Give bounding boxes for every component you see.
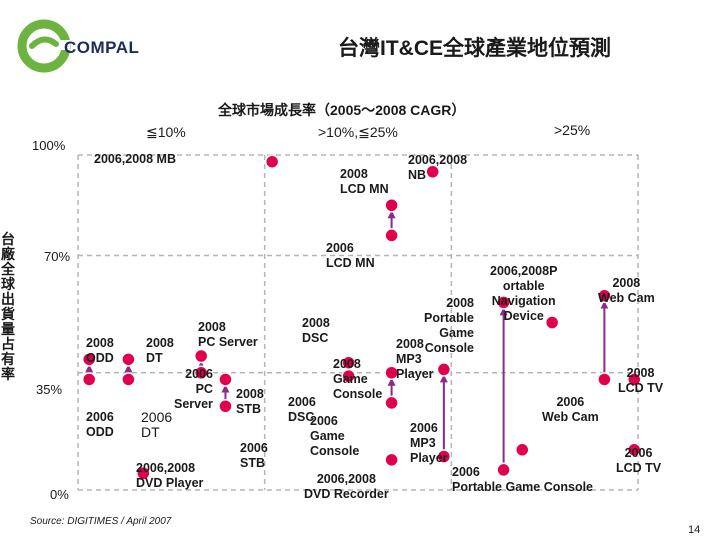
label-game-console-2006: 2006 Game Console bbox=[310, 414, 360, 458]
point-pgc2008 bbox=[496, 295, 511, 310]
label-web-cam-2008: 2008 Web Cam bbox=[598, 276, 655, 305]
label-web-cam-2006: 2006 Web Cam bbox=[542, 395, 599, 424]
y-tick-70: 70% bbox=[44, 249, 71, 264]
point-gc2008 bbox=[384, 365, 399, 380]
label-mp3-2006: 2006 MP3 Player bbox=[410, 421, 448, 465]
column-header-low: ≦10% bbox=[146, 124, 186, 140]
point-odd2006 bbox=[81, 372, 97, 387]
point-webcam2006 bbox=[597, 372, 612, 387]
label-stb-2008: 2008 STB bbox=[236, 387, 264, 416]
label-stb-2006: 2006 STB bbox=[240, 441, 268, 470]
logo-text: COMPAL bbox=[64, 38, 140, 57]
label-mp3-2008: 2008 MP3 Player bbox=[396, 337, 434, 381]
compal-logo-icon bbox=[17, 19, 71, 73]
column-header-high: >25% bbox=[554, 122, 591, 138]
point-lcdtv2006 bbox=[627, 442, 642, 458]
label-dvd-recorder: 2006,2008 DVD Recorder bbox=[304, 472, 389, 501]
column-header-mid: >10%,≦25% bbox=[318, 124, 398, 140]
point-pcserver2008 bbox=[193, 348, 209, 364]
point-dvdplayer bbox=[136, 466, 151, 481]
point-dvdrec bbox=[384, 452, 399, 468]
label-mb: 2006,2008 MB bbox=[94, 152, 177, 166]
point-dt2008 bbox=[121, 352, 136, 367]
point-navi2006 bbox=[515, 442, 530, 458]
point-mp32006 bbox=[436, 449, 452, 464]
label-game-console-2008: 2008 Game Console bbox=[333, 357, 383, 401]
point-pcserver2006 bbox=[193, 365, 209, 380]
label-lcd-mn-2008: 2008 LCD MN bbox=[340, 167, 389, 196]
page-title: 台灣IT&CE全球產業地位預測 bbox=[338, 37, 611, 60]
y-tick-35: 35% bbox=[36, 382, 63, 397]
point-pgc2006 bbox=[496, 462, 511, 478]
label-nb: 2006,2008 NB bbox=[408, 153, 468, 182]
point-webcam2008 bbox=[597, 288, 612, 303]
label-odd-2006: 2006 ODD bbox=[86, 410, 114, 439]
page-number: 14 bbox=[688, 524, 701, 536]
label-portable-game-2006: 2006 Portable Game Console bbox=[452, 465, 594, 494]
point-navi2008 bbox=[544, 315, 560, 330]
point-stb2008 bbox=[218, 372, 233, 387]
y-axis-label: 台廠全球出貨量占有率 bbox=[1, 231, 15, 382]
point-lcdmn2008 bbox=[384, 198, 399, 213]
point-lcdmn2006 bbox=[384, 228, 399, 243]
point-nb bbox=[425, 164, 440, 179]
label-pc-server-2008: 2008 PC Server bbox=[198, 320, 258, 349]
y-tick-0: 0% bbox=[50, 487, 69, 502]
point-gc2006 bbox=[384, 395, 399, 411]
point-odd2008 bbox=[81, 352, 97, 367]
label-pc-server-2006: 2006 PC Server bbox=[174, 367, 213, 411]
label-lcd-tv-2008: 2008 LCD TV bbox=[618, 366, 664, 395]
label-navigation: 2006,2008P ortable Navigation Device bbox=[490, 264, 558, 323]
point-stb2006 bbox=[218, 399, 233, 414]
label-odd-2008: 2008 ODD bbox=[86, 336, 114, 365]
label-dt-2008: 2008 DT bbox=[146, 336, 174, 365]
label-dvd-player: 2006,2008 DVD Player bbox=[136, 461, 204, 490]
point-lcdtv2008 bbox=[627, 372, 642, 387]
point-mb bbox=[264, 154, 280, 169]
label-dsc-2006: 2006 DSC bbox=[288, 395, 316, 424]
point-dt2006 bbox=[121, 372, 136, 387]
label-dsc-2008: 2008 DSC bbox=[302, 316, 330, 345]
label-lcd-tv-2006: 2006 LCD TV bbox=[616, 446, 662, 475]
point-mp32008 bbox=[436, 362, 452, 377]
chart-title: 全球市場成長率（2005～2008 CAGR） bbox=[218, 102, 466, 118]
label-lcd-mn-2006: 2006 LCD MN bbox=[326, 241, 375, 270]
point-dsc2006 bbox=[341, 368, 356, 384]
label-portable-game-2008: 2008 Portable Game Console bbox=[424, 296, 475, 355]
source-note: Source: DIGITIMES / April 2007 bbox=[30, 516, 172, 527]
y-tick-100: 100% bbox=[32, 138, 66, 153]
label-dt-2006: 2006 DT bbox=[141, 409, 173, 440]
